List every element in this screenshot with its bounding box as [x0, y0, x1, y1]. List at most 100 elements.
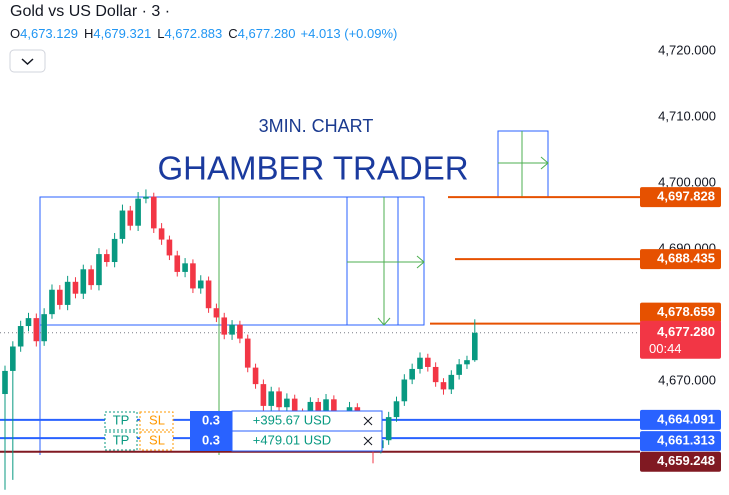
- candle-body: [260, 384, 267, 406]
- order-row: TP SL 0.3 +395.67 USD: [104, 410, 383, 432]
- ohlc-value: 4,673.129: [20, 26, 78, 41]
- range-box: [497, 130, 549, 198]
- tp-button[interactable]: [104, 411, 138, 431]
- candle-body: [432, 366, 439, 383]
- candle-body: [49, 289, 55, 315]
- arrow-head: [540, 156, 549, 170]
- pnl-box: [231, 430, 383, 452]
- chart-title: Gold vs US Dollar · 3 ·: [10, 3, 170, 20]
- ohlc-label: H: [84, 26, 93, 41]
- order-row: TP SL 0.3 +479.01 USD: [104, 430, 383, 452]
- candle-body: [409, 368, 415, 380]
- qty: 0.3: [202, 412, 220, 427]
- price-label: 4,664.091: [657, 411, 715, 426]
- ohlc-text: O4,673.129 H4,679.321 L4,672.883 C4,677.280…: [10, 26, 397, 41]
- candle-body: [456, 364, 462, 375]
- candle-body: [472, 332, 478, 361]
- candle-body: [127, 210, 134, 226]
- candle-body: [213, 308, 220, 318]
- candle-body: [393, 401, 400, 418]
- candle-body: [119, 210, 126, 239]
- sl-label: SL: [149, 412, 165, 427]
- annotation: GHAMBER TRADER: [157, 150, 468, 187]
- annotation: 3MIN. CHART: [259, 116, 374, 136]
- candle-body: [237, 324, 243, 339]
- candle-body: [284, 398, 290, 408]
- candle-body: [88, 269, 94, 286]
- candle-body: [135, 198, 141, 226]
- candle-body: [143, 196, 149, 199]
- candle-body: [425, 357, 431, 367]
- price-label-box: [640, 187, 721, 208]
- ohlc-value: 4,679.321: [93, 26, 151, 41]
- qty-box: [190, 411, 232, 431]
- price-axis: 4,720.0004,710.0004,700.0004,690.0004,67…: [640, 42, 721, 472]
- candle-body: [244, 338, 251, 368]
- range-box: [346, 196, 399, 326]
- candle-body: [57, 289, 63, 305]
- candle-body: [315, 401, 321, 411]
- candle-body: [268, 391, 275, 406]
- sl-button[interactable]: [139, 431, 174, 451]
- candle-body: [221, 317, 228, 335]
- candle-body: [174, 255, 181, 272]
- price-label-box: [640, 320, 721, 359]
- tp-label: TP: [113, 412, 130, 427]
- candle-body: [323, 399, 329, 411]
- candle-body: [417, 357, 423, 369]
- candle-body: [80, 269, 87, 294]
- qty: 0.3: [202, 432, 220, 447]
- price-label: 4,677.280: [657, 324, 715, 339]
- tp-button[interactable]: [104, 431, 138, 451]
- candle-body: [150, 196, 157, 229]
- candle-body: [25, 318, 32, 327]
- y-tick-label: 4,700.000: [658, 174, 716, 189]
- arrow-head: [377, 317, 391, 326]
- pnl: +395.67 USD: [253, 412, 331, 427]
- ohlc-change: +4.013 (+0.09%): [301, 26, 398, 41]
- candle-body: [72, 281, 79, 294]
- close-order[interactable]: [363, 436, 373, 446]
- candle-body: [166, 239, 173, 256]
- y-tick-label: 4,720.000: [658, 42, 716, 57]
- ohlc-value: 4,672.883: [164, 26, 222, 41]
- ohlc-label: L: [157, 26, 164, 41]
- candle-body: [331, 399, 337, 416]
- price-label-box: [640, 302, 721, 323]
- ohlc-legend: O4,673.129 H4,679.321 L4,672.883 C4,677.280…: [10, 26, 397, 41]
- candle-body: [229, 324, 235, 335]
- candle-body: [464, 360, 470, 365]
- orders: TP SL 0.3 +395.67 USD TP SL 0.3 +479.01 USD: [104, 410, 383, 452]
- candle-body: [17, 326, 24, 347]
- dropdown-button[interactable]: [9, 49, 46, 73]
- dropdown-button[interactable]: [9, 49, 46, 73]
- close-order[interactable]: [363, 416, 373, 426]
- candle-body: [96, 254, 102, 286]
- candle-body: [111, 238, 118, 263]
- candle-body: [103, 254, 110, 263]
- candle-body: [440, 382, 447, 390]
- chevron: [21, 58, 34, 66]
- candle-body: [291, 398, 298, 414]
- tp-label: TP: [113, 432, 130, 447]
- price-label-box: [640, 451, 721, 472]
- candle-body: [2, 370, 8, 395]
- price-label-box: [640, 249, 721, 270]
- candle-body: [190, 263, 196, 289]
- price-label: 4,697.828: [657, 189, 715, 204]
- y-tick-label: 4,670.000: [658, 372, 716, 387]
- candle-body: [205, 280, 212, 309]
- candle-body: [197, 280, 204, 289]
- candle-body: [448, 374, 455, 390]
- candle-body: [158, 228, 165, 240]
- arrow-head: [416, 255, 425, 269]
- price-label: 4,659.248: [657, 453, 715, 468]
- y-tick-label: 4,710.000: [658, 108, 716, 123]
- candle-body: [64, 281, 71, 305]
- price-label: 4,688.435: [657, 251, 715, 266]
- sl-button[interactable]: [139, 411, 174, 431]
- price-label-box: [640, 431, 721, 452]
- candle-body: [401, 379, 408, 402]
- candle-body: [10, 346, 16, 371]
